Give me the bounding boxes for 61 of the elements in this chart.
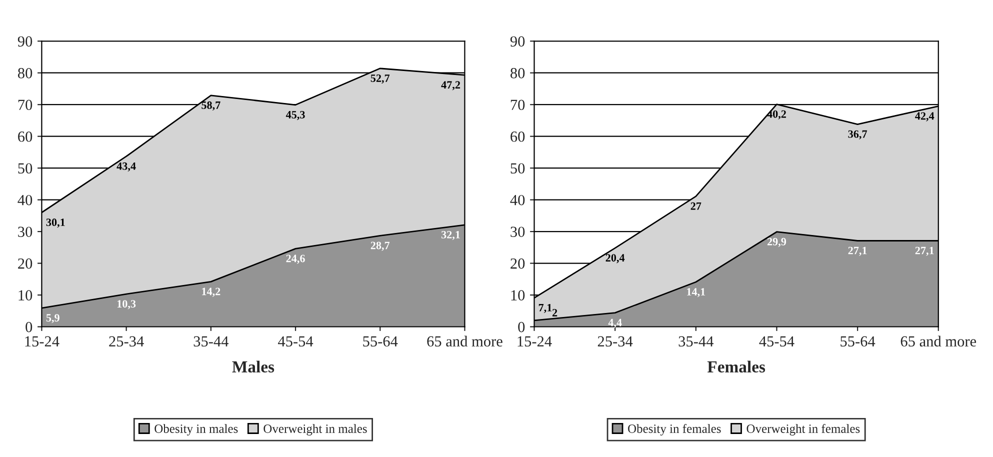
x-tick-label: 65 and more [900,336,976,347]
data-label: 27 [690,202,702,210]
y-tick-label: 30 [18,226,32,237]
y-tick-label: 20 [18,258,32,269]
data-label: 29,9 [767,238,786,248]
x-tick-label: 45-54 [278,336,314,347]
x-axis-title: Females [707,360,766,372]
y-tick-label: 0 [518,322,525,332]
y-tick-label: 10 [18,290,32,300]
data-label: 14,1 [687,288,706,298]
y-tick-label: 40 [510,194,525,206]
x-tick-label: 55-64 [840,336,876,347]
x-tick-label: 45-54 [759,336,794,347]
y-tick-label: 80 [18,68,32,78]
data-label: 28,7 [370,242,390,251]
y-tick-label: 40 [18,194,32,206]
data-label: 14,2 [202,288,220,297]
legend-label: Overweight in females [746,424,860,436]
y-tick-label: 90 [18,36,32,47]
y-tick-label: 50 [510,163,525,174]
data-label: 4,4 [608,318,622,328]
y-tick-label: 50 [18,163,32,174]
y-tick-label: 80 [510,68,525,78]
y-tick-label: 60 [510,131,525,142]
data-label: 20,4 [606,254,625,264]
data-label: 36,7 [848,130,868,140]
x-tick-label: 35-44 [194,336,228,347]
data-label: 27,1 [848,246,867,256]
data-label: 42,4 [915,112,934,122]
legend-label: Obesity in females [628,424,721,436]
data-label: 32,1 [441,230,460,240]
y-tick-label: 90 [510,36,525,47]
x-tick-label: 15-24 [25,336,60,347]
data-label: 7,1 [538,304,552,314]
data-label: 2 [552,308,558,316]
x-axis-title: Males [232,360,274,372]
x-tick-label: 25-34 [109,336,144,347]
data-label: 47,2 [441,81,460,90]
data-label: 52,7 [370,74,390,84]
y-tick-label: 30 [510,226,525,237]
y-tick-label: 0 [26,322,32,332]
y-tick-label: 70 [510,100,525,110]
x-tick-label: 25-34 [598,336,633,347]
y-tick-label: 60 [18,131,32,142]
data-label: 27,1 [915,246,934,256]
data-label: 5,9 [46,314,60,324]
legend-label: Obesity in males [154,424,238,436]
data-label: 45,3 [286,110,305,120]
x-tick-label: 55-64 [363,336,398,347]
x-tick-label: 65 and more [427,336,502,347]
y-tick-label: 70 [18,100,32,110]
data-label: 58,7 [202,101,220,111]
legend-label: Overweight in males [264,424,367,436]
data-label: 24,6 [286,254,305,264]
data-label: 30,1 [46,218,65,228]
x-tick-label: 15-24 [518,336,552,347]
y-tick-label: 10 [511,290,525,300]
y-tick-label: 20 [510,258,525,269]
data-label: 10,3 [117,300,136,310]
data-label: 43,4 [116,162,136,172]
x-tick-label: 35-44 [678,336,714,347]
